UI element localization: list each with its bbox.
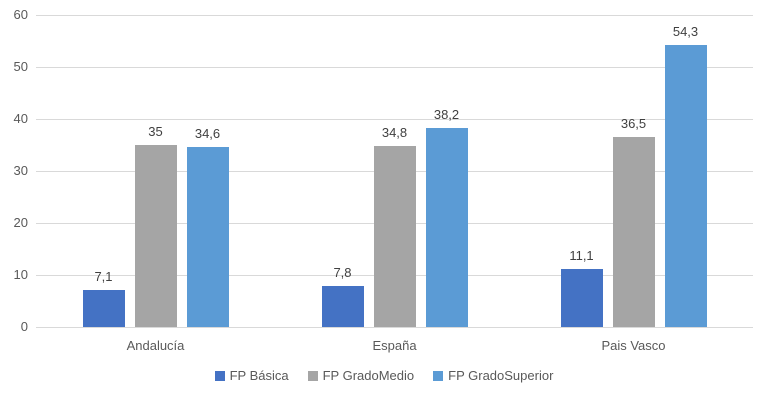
bar-value-label: 35	[148, 124, 163, 139]
legend-label-fp-gradomedio: FP GradoMedio	[322, 368, 415, 383]
gridline-y-0	[36, 326, 753, 328]
bar-series1-cat0	[134, 145, 177, 327]
legend-swatch-fp-basica-icon	[214, 371, 225, 381]
gridline-y-60	[36, 14, 753, 16]
y-axis-tick-label: 60	[13, 7, 28, 22]
bar-series0-cat1	[321, 286, 364, 327]
bar-value-label: 38,2	[433, 107, 460, 123]
y-axis-tick-label: 30	[13, 163, 28, 178]
x-axis-category-label: Andalucía	[126, 338, 185, 353]
bar-value-label: 7,1	[94, 269, 113, 285]
legend-swatch-fp-gradomedio-icon	[307, 371, 318, 381]
y-axis-tick-label: 10	[13, 267, 28, 282]
bar-value-label: 54,3	[672, 23, 699, 39]
bar-series2-cat0	[186, 147, 229, 327]
legend-swatch-fp-gradosuperior-icon	[433, 371, 444, 381]
bar-value-label: 36,5	[620, 116, 647, 132]
bar-value-label: 11,1	[569, 248, 594, 264]
y-axis-tick-label: 20	[13, 215, 28, 230]
bar-series0-cat0	[82, 290, 125, 327]
x-axis-category-label: Pais Vasco	[601, 338, 666, 353]
y-axis-tick-label: 0	[20, 319, 28, 334]
bar-value-label: 34,6	[194, 126, 221, 142]
x-axis-category-label: España	[372, 338, 417, 353]
y-axis-tick-label: 40	[13, 111, 28, 126]
legend-item-fp-gradosuperior: FP GradoSuperior	[433, 368, 553, 384]
gridline-y-40	[36, 118, 753, 120]
bar-series1-cat2	[612, 137, 655, 327]
bar-series2-cat1	[425, 128, 468, 327]
gridline-y-50	[36, 66, 753, 68]
legend-item-fp-basica: FP Básica	[214, 368, 289, 384]
legend-label-fp-basica: FP Básica	[229, 368, 289, 383]
bar-value-label: 7,8	[333, 265, 352, 281]
bar-series0-cat2	[560, 269, 603, 327]
bar-value-label: 34,8	[381, 125, 408, 141]
bar-series1-cat1	[373, 146, 416, 327]
bar-series2-cat2	[664, 44, 707, 327]
legend: FP Básica FP GradoMedio FP GradoSuperior	[0, 368, 768, 384]
y-axis-tick-label: 50	[13, 59, 28, 74]
legend-label-fp-gradosuperior: FP GradoSuperior	[448, 368, 554, 383]
legend-item-fp-gradomedio: FP GradoMedio	[307, 368, 415, 384]
